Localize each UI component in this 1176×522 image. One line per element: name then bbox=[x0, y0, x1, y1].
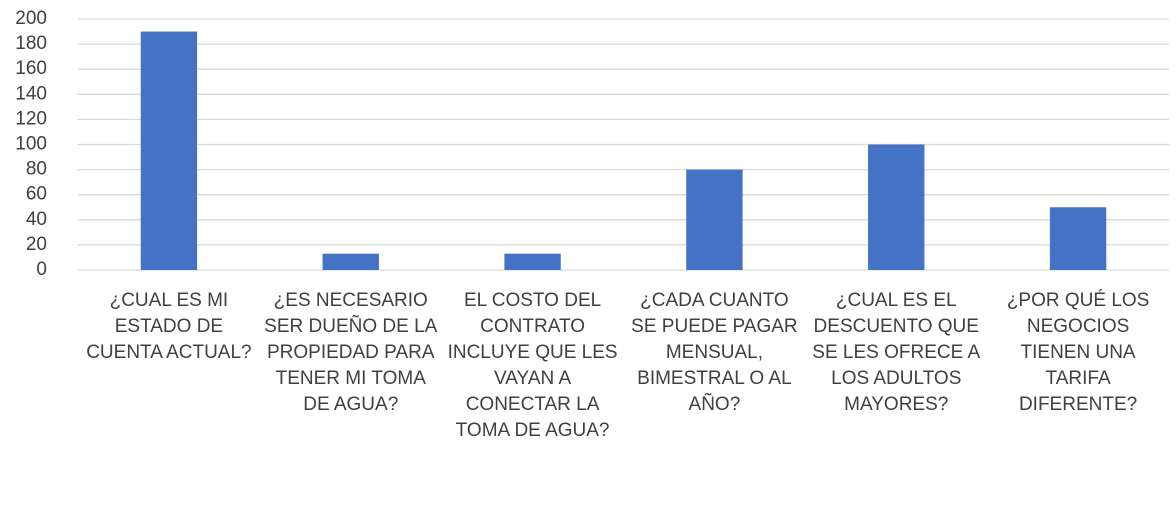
y-tick-label: 160 bbox=[15, 58, 47, 79]
y-tick-label: 200 bbox=[15, 8, 47, 29]
bar bbox=[140, 31, 198, 270]
y-tick-label: 120 bbox=[15, 108, 47, 129]
y-tick-label: 80 bbox=[26, 159, 47, 180]
x-tick-label: ¿POR QUÉ LOS NEGOCIOS TIENEN UNA TARIFA DIFE… bbox=[1007, 290, 1150, 415]
bar bbox=[504, 253, 561, 270]
y-tick-label: 180 bbox=[15, 33, 47, 54]
bar bbox=[322, 253, 379, 270]
y-tick-label: 20 bbox=[26, 234, 47, 255]
y-tick-label: 60 bbox=[26, 184, 47, 205]
x-tick-label: EL COSTO DEL CONTRATO INCLUYE QUE LES VAYAN… bbox=[448, 290, 618, 441]
x-tick-label: ¿CUAL ES MI ESTADO DE CUENTA ACTUAL? bbox=[86, 290, 251, 363]
bar bbox=[686, 169, 743, 270]
bar bbox=[1049, 207, 1107, 270]
bar bbox=[868, 144, 925, 270]
y-tick-label: 100 bbox=[15, 134, 47, 155]
y-tick-label: 140 bbox=[15, 83, 47, 104]
x-tick-label: ¿ES NECESARIO SER DUEÑO DE LA PROPIEDAD PA… bbox=[264, 290, 437, 415]
y-tick-label: 40 bbox=[26, 209, 47, 230]
x-tick-label: ¿CADA CUANTO SE PUEDE PAGAR MENSUAL, BIMEST… bbox=[631, 290, 797, 415]
y-tick-label: 0 bbox=[36, 259, 47, 280]
